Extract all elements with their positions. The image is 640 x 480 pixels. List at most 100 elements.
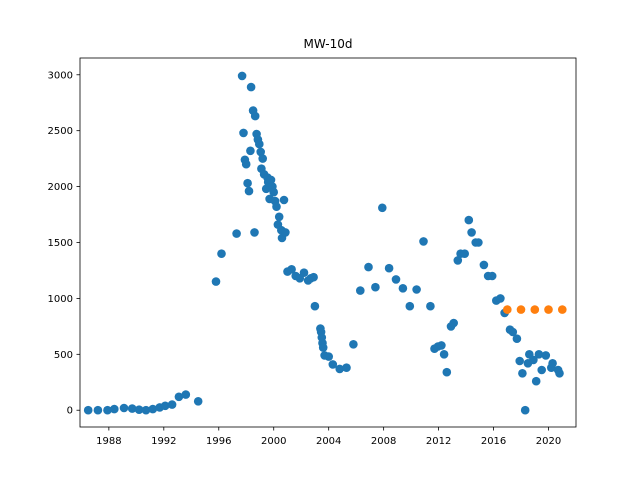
- series-0-point-52: [287, 265, 296, 274]
- series-0-point-40: [266, 175, 276, 185]
- series-0-point-79: [412, 285, 421, 294]
- y-tick-label: 500: [54, 350, 73, 361]
- series-1-point-2: [530, 305, 540, 314]
- series-0-point-28: [250, 111, 260, 121]
- x-tick-label: 2008: [371, 436, 396, 447]
- plot-area: [80, 58, 576, 427]
- series-0-point-11: [167, 400, 177, 409]
- series-0-point-19: [239, 128, 248, 138]
- series-0-point-21: [241, 159, 251, 169]
- series-1-point-1: [516, 305, 526, 314]
- series-0-point-103: [508, 327, 518, 337]
- series-0-point-96: [479, 260, 489, 270]
- series-0-point-67: [328, 360, 338, 369]
- series-0-point-69: [342, 363, 351, 373]
- series-0-point-73: [371, 282, 380, 292]
- series-0-point-85: [439, 350, 449, 359]
- series-0-point-78: [405, 301, 415, 311]
- series-0-point-66: [324, 352, 334, 361]
- series-0-point-88: [449, 318, 459, 328]
- series-0-point-93: [467, 228, 476, 237]
- series-0-point-105: [515, 356, 524, 366]
- series-0-point-14: [193, 397, 203, 406]
- series-0-point-98: [487, 271, 497, 281]
- series-0-point-12: [174, 392, 184, 402]
- series-0-point-6: [134, 405, 144, 415]
- series-0-point-100: [496, 294, 505, 303]
- series-0-point-8: [148, 404, 158, 414]
- series-0-point-0: [83, 405, 93, 415]
- x-tick-label: 2016: [481, 436, 506, 447]
- series-0-point-92: [464, 215, 474, 225]
- series-0-point-75: [384, 263, 394, 273]
- y-tick-label: 3000: [48, 70, 73, 81]
- series-0-point-70: [349, 340, 358, 349]
- series-0-point-76: [391, 275, 401, 284]
- series-0-point-71: [356, 286, 365, 295]
- series-1-point-3: [544, 305, 553, 314]
- series-0-point-13: [181, 390, 191, 399]
- series-0-point-58: [309, 272, 318, 282]
- series-0-point-18: [237, 71, 247, 81]
- series-0-point-50: [281, 228, 290, 237]
- series-0-point-16: [217, 249, 226, 258]
- chart-title: MW-10d: [304, 37, 353, 51]
- series-0-point-118: [555, 369, 564, 378]
- series-0-point-110: [529, 355, 538, 365]
- series-0-point-17: [232, 229, 241, 238]
- series-0-point-72: [364, 262, 373, 272]
- x-tick-label: 2020: [536, 436, 561, 447]
- y-tick-label: 0: [67, 406, 73, 417]
- series-0-point-4: [119, 403, 129, 413]
- series-0-point-106: [518, 369, 527, 378]
- series-0-point-95: [474, 238, 483, 247]
- series-0-point-7: [141, 405, 151, 415]
- series-0-point-81: [426, 301, 435, 311]
- y-tick-label: 1500: [48, 238, 73, 249]
- series-0-point-49: [279, 195, 289, 205]
- series-0-point-107: [520, 405, 530, 415]
- x-tick-label: 2004: [316, 436, 341, 447]
- series-0-point-42: [269, 187, 279, 197]
- x-axis: 1988 1992 1996 2000 2004 2008 2012 2016 2020: [96, 427, 561, 447]
- x-tick-label: 1996: [206, 436, 231, 447]
- y-axis: 0 500 1000 1500 2000 2500 3000: [48, 70, 80, 417]
- series-0-point-10: [160, 401, 170, 411]
- y-tick-label: 2500: [48, 126, 73, 137]
- points-layer: [83, 71, 567, 415]
- x-tick-label: 1992: [151, 436, 176, 447]
- series-0-point-89: [453, 256, 463, 265]
- y-tick-label: 2000: [48, 182, 73, 193]
- y-tick-label: 1000: [48, 294, 73, 305]
- series-0-point-25: [246, 82, 256, 92]
- series-0-point-46: [274, 212, 284, 222]
- series-0-point-112: [534, 350, 544, 359]
- series-0-point-34: [258, 154, 268, 163]
- series-0-point-74: [378, 203, 387, 213]
- plot-frame: [79, 57, 577, 428]
- series-0-point-44: [272, 202, 281, 211]
- series-0-point-24: [246, 146, 255, 156]
- series-0-point-22: [243, 178, 252, 188]
- series-0-point-116: [548, 359, 557, 368]
- x-tick-label: 2000: [261, 436, 286, 447]
- series-1-point-0: [503, 305, 512, 314]
- series-0-point-86: [442, 367, 452, 377]
- series-0-point-104: [512, 334, 522, 344]
- series-0-point-111: [531, 376, 541, 386]
- series-0-point-113: [537, 365, 546, 375]
- series-0-point-84: [437, 341, 446, 350]
- series-0-point-59: [310, 301, 320, 311]
- series-1-point-4: [558, 305, 567, 314]
- series-0-point-114: [541, 351, 551, 360]
- series-0-point-80: [419, 237, 428, 246]
- series-0-point-27: [250, 228, 259, 237]
- series-0-point-3: [110, 404, 119, 414]
- series-0-point-23: [244, 186, 254, 196]
- series-0-point-1: [93, 405, 103, 415]
- series-0-point-91: [460, 249, 470, 258]
- series-0-point-5: [127, 404, 137, 413]
- series-0-point-15: [211, 277, 221, 286]
- series-0-point-64: [318, 343, 328, 352]
